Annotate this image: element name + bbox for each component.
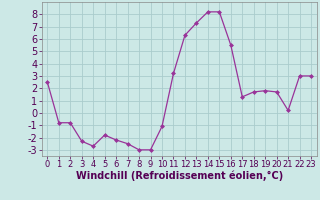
X-axis label: Windchill (Refroidissement éolien,°C): Windchill (Refroidissement éolien,°C) — [76, 171, 283, 181]
